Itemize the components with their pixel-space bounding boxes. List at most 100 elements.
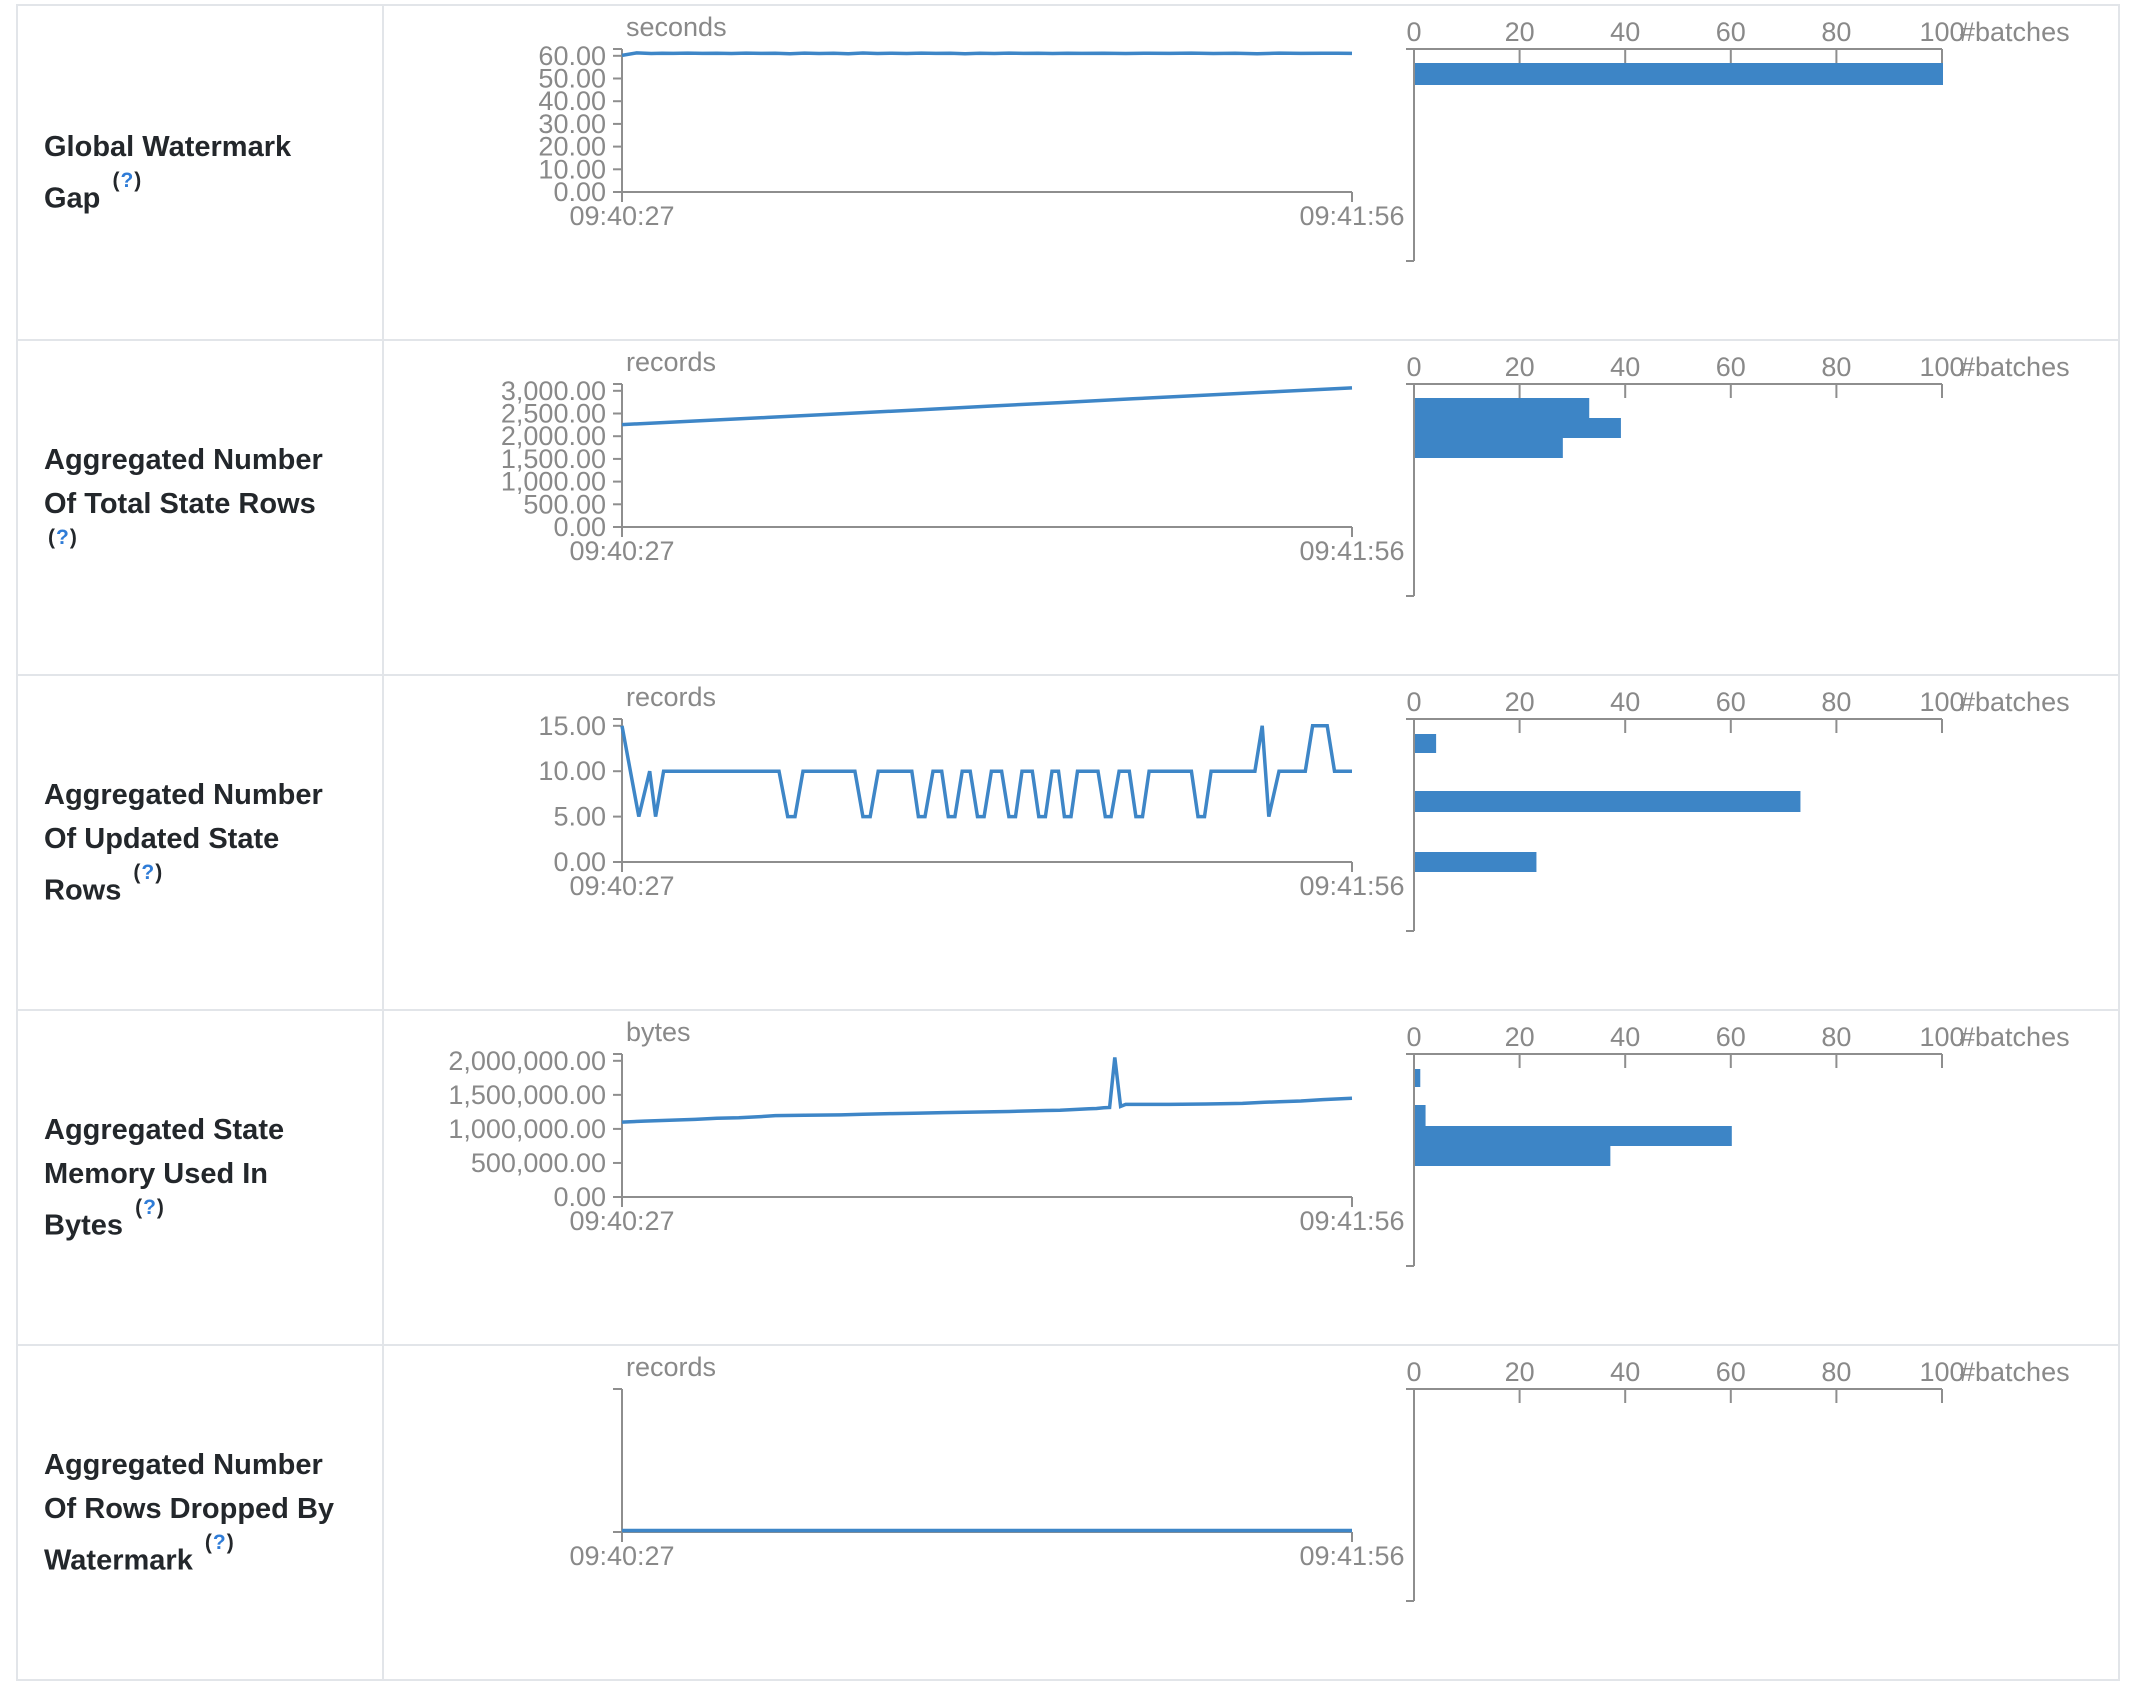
metric-label: Global Watermark Gap (?) [44, 125, 352, 221]
metric-row: Global Watermark Gap (?) seconds 60.00 50.0… [18, 6, 2118, 341]
metric-row: Aggregated Number Of Updated State Rows … [18, 676, 2118, 1011]
histogram-x-tick-label: 100 [1919, 17, 1964, 47]
metric-name: Aggregated Number Of Rows Dropped By Wat… [44, 1448, 335, 1577]
timeline-y-tick-label: 30.00 [538, 109, 606, 139]
histogram-axis-unit-label: #batches [1960, 1022, 2070, 1052]
metric-name: Global Watermark Gap [44, 130, 292, 215]
timeline-y-tick-label: 5.00 [553, 802, 606, 832]
histogram-bar [1415, 398, 1590, 418]
timeline-x-start-label: 09:40:27 [569, 1541, 674, 1571]
timeline-y-tick-label: 10.00 [538, 756, 606, 786]
help-tooltip-link[interactable]: (?) [48, 526, 78, 549]
histogram-x-tick-label: 100 [1919, 352, 1964, 382]
histogram-x-tick-label: 40 [1610, 17, 1640, 47]
metric-label-cell: Aggregated Number Of Rows Dropped By Wat… [18, 1346, 384, 1679]
timeline-x-start-label: 09:40:27 [569, 201, 674, 231]
help-question-mark: ? [120, 168, 135, 192]
timeline-y-tick-label: 20.00 [538, 132, 606, 162]
timeline-x-start-label: 09:40:27 [569, 536, 674, 566]
help-question-mark: ? [143, 1195, 157, 1219]
timeline-unit-label: records [626, 347, 716, 377]
histogram-bar [1415, 852, 1537, 872]
histogram-x-tick-label: 100 [1919, 1022, 1964, 1052]
timeline-line [621, 1057, 1353, 1124]
histogram-x-tick-label: 20 [1505, 1357, 1535, 1387]
histogram-bar [1415, 438, 1563, 458]
histogram-x-tick-label: 20 [1505, 352, 1535, 382]
help-paren: ) [156, 1195, 165, 1219]
histogram-x-tick-label: 60 [1716, 1022, 1746, 1052]
help-paren: ( [204, 1530, 213, 1554]
metric-row: Aggregated Number Of Total State Rows (?… [18, 341, 2118, 676]
histogram-bar [1415, 791, 1801, 812]
histogram-x-tick-label: 80 [1821, 352, 1851, 382]
histogram-x-tick-label: 20 [1505, 687, 1535, 717]
histogram-x-tick-label: 60 [1716, 1357, 1746, 1387]
metric-label-cell: Aggregated Number Of Total State Rows (?… [18, 341, 384, 674]
help-paren: ( [48, 525, 56, 549]
timeline-y-tick-label: 0.00 [553, 177, 606, 207]
metric-label: Aggregated Number Of Total State Rows (?… [44, 438, 352, 578]
histogram-x-tick-label: 60 [1716, 17, 1746, 47]
histogram-x-tick-label: 0 [1406, 352, 1421, 382]
help-paren: ) [155, 860, 164, 884]
timeline-y-tick-label: 1,000,000.00 [448, 1114, 606, 1144]
timeline-line [621, 51, 1353, 58]
timeline-y-tick-label: 1,000.00 [501, 467, 606, 497]
histogram-x-tick-label: 0 [1406, 1022, 1421, 1052]
timeline-y-tick-label: 50.00 [538, 64, 606, 94]
timeline-unit-label: records [626, 1352, 716, 1382]
help-paren: ) [134, 168, 143, 192]
histogram-x-tick-label: 80 [1821, 17, 1851, 47]
histogram-x-tick-label: 80 [1821, 1022, 1851, 1052]
metric-name: Aggregated Number Of Total State Rows [44, 443, 323, 520]
histogram-x-tick-label: 0 [1406, 687, 1421, 717]
help-question-mark: ? [56, 525, 70, 549]
help-tooltip-link[interactable]: (?) [133, 861, 163, 884]
histogram-x-tick-label: 20 [1505, 1022, 1535, 1052]
histogram-bar [1415, 1105, 1426, 1126]
help-tooltip-link[interactable]: (?) [205, 1531, 235, 1554]
histogram-x-tick-label: 20 [1505, 17, 1535, 47]
metric-row: Aggregated Number Of Rows Dropped By Wat… [18, 1346, 2118, 1679]
help-tooltip-link[interactable]: (?) [135, 1196, 165, 1219]
histogram-x-tick-label: 40 [1610, 1357, 1640, 1387]
histogram-x-tick-label: 40 [1610, 1022, 1640, 1052]
timeline-y-tick-label: 10.00 [538, 154, 606, 184]
help-tooltip-link[interactable]: (?) [112, 169, 142, 192]
histogram-bar [1415, 418, 1621, 438]
timeline-y-tick-label: 1,500,000.00 [448, 1080, 606, 1110]
histogram-x-tick-label: 0 [1406, 17, 1421, 47]
histogram-bar [1415, 734, 1437, 753]
help-paren: ) [69, 525, 78, 549]
histogram-bar [1415, 1146, 1611, 1166]
timeline-y-tick-label: 0.00 [553, 847, 606, 877]
histogram-x-tick-label: 100 [1919, 687, 1964, 717]
timeline-line [621, 386, 1353, 427]
timeline-x-end-label: 09:41:56 [1299, 871, 1404, 901]
histogram-bar [1415, 1126, 1732, 1146]
timeline-x-end-label: 09:41:56 [1299, 1541, 1404, 1571]
metric-label: Aggregated Number Of Rows Dropped By Wat… [44, 1443, 352, 1583]
metric-charts-0: seconds 60.0050.0040.0030.0020.0010.000.0… [538, 12, 2070, 262]
timeline-unit-label: seconds [626, 12, 727, 42]
metric-label: Aggregated Number Of Updated State Rows … [44, 773, 352, 913]
timeline-y-tick-label: 2,000,000.00 [448, 1046, 606, 1076]
metric-charts-4: records 09:40:27 09:41:56 0 20 40 60 80 100#batc… [569, 1352, 2070, 1602]
histogram-x-tick-label: 40 [1610, 352, 1640, 382]
timeline-unit-label: bytes [626, 1017, 691, 1047]
metric-label-cell: Aggregated State Memory Used In Bytes (?… [18, 1011, 384, 1344]
histogram-axis-unit-label: #batches [1960, 17, 2070, 47]
metric-charts-1: records3,000.002,500.002,000.001,500.001… [501, 347, 2070, 597]
histogram-x-tick-label: 40 [1610, 687, 1640, 717]
histogram-x-tick-label: 60 [1716, 352, 1746, 382]
timeline-y-tick-label: 2,500.00 [501, 399, 606, 429]
help-question-mark: ? [212, 1530, 227, 1554]
metric-label: Aggregated State Memory Used In Bytes (?… [44, 1108, 352, 1248]
metric-charts-3: bytes 2,000,000.00 1,500,000.00 1,000,000.0… [448, 1017, 2070, 1267]
timeline-y-tick-label: 0.00 [553, 1182, 606, 1212]
timeline-unit-label: records [626, 682, 716, 712]
timeline-x-end-label: 09:41:56 [1299, 536, 1404, 566]
timeline-y-tick-label: 15.00 [538, 711, 606, 741]
